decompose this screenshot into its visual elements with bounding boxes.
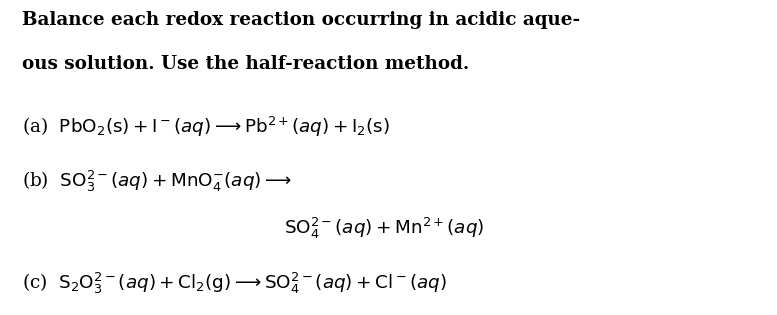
Text: (b)  $\mathrm{SO_3^{2-}(\mathit{aq}) + MnO_4^{-}(\mathit{aq}) \longrightarrow}$: (b) $\mathrm{SO_3^{2-}(\mathit{aq}) + Mn…: [22, 169, 292, 194]
Text: $\mathrm{SO_4^{2-}(\mathit{aq}) + Mn^{2+}(\mathit{aq})}$: $\mathrm{SO_4^{2-}(\mathit{aq}) + Mn^{2+…: [284, 216, 484, 241]
Text: (a)  $\mathrm{PbO_2(s) + I^-(\mathit{aq}) \longrightarrow Pb^{2+}(\mathit{aq}) +: (a) $\mathrm{PbO_2(s) + I^-(\mathit{aq})…: [22, 115, 390, 139]
Text: (c)  $\mathrm{S_2O_3^{2-}(\mathit{aq}) + Cl_2(g) \longrightarrow SO_4^{2-}(\math: (c) $\mathrm{S_2O_3^{2-}(\mathit{aq}) + …: [22, 271, 447, 296]
Text: ous solution. Use the half-reaction method.: ous solution. Use the half-reaction meth…: [22, 55, 469, 73]
Text: Balance each redox reaction occurring in acidic aque-: Balance each redox reaction occurring in…: [22, 11, 580, 29]
